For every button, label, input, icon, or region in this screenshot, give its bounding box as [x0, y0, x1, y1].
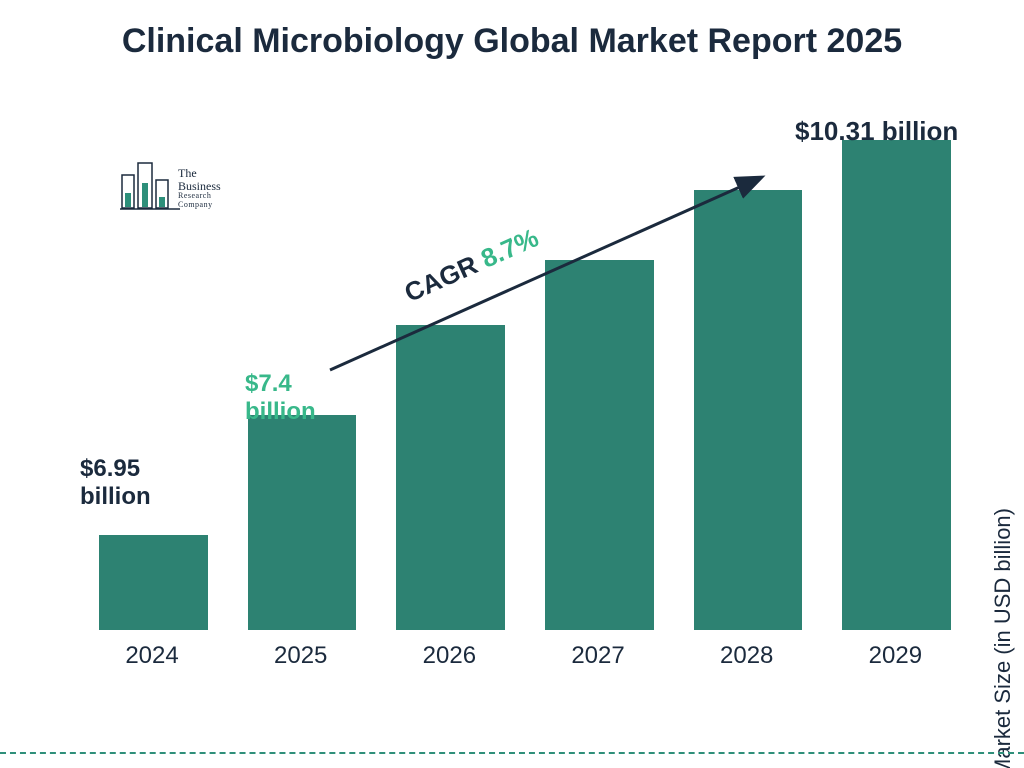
- y-axis-label: Market Size (in USD billion): [990, 508, 1016, 768]
- bar-slot: [239, 415, 366, 630]
- bar-row: [90, 140, 960, 630]
- value-label: $6.95billion: [80, 455, 151, 510]
- bar: [99, 535, 208, 630]
- value-label: $7.4billion: [245, 370, 316, 425]
- bar-slot: [833, 140, 960, 630]
- bar: [396, 325, 505, 630]
- bar: [842, 140, 951, 630]
- bar-chart: 2024 2025 2026 2027 2028 2029: [90, 140, 960, 670]
- bar: [545, 260, 654, 630]
- bar-slot: [536, 260, 663, 630]
- bottom-divider: [0, 752, 1024, 754]
- x-axis-label: 2029: [869, 642, 922, 670]
- bar: [248, 415, 357, 630]
- chart-title: Clinical Microbiology Global Market Repo…: [0, 22, 1024, 61]
- bar: [694, 190, 803, 630]
- x-axis-label: 2027: [571, 642, 624, 670]
- bar-slot: [685, 190, 812, 630]
- x-axis-label: 2024: [125, 642, 178, 670]
- x-axis-label: 2028: [720, 642, 773, 670]
- x-axis-label: 2026: [423, 642, 476, 670]
- x-axis-label: 2025: [274, 642, 327, 670]
- bar-slot: [387, 325, 514, 630]
- bar-slot: [90, 535, 217, 630]
- value-label: $10.31 billion: [795, 117, 958, 147]
